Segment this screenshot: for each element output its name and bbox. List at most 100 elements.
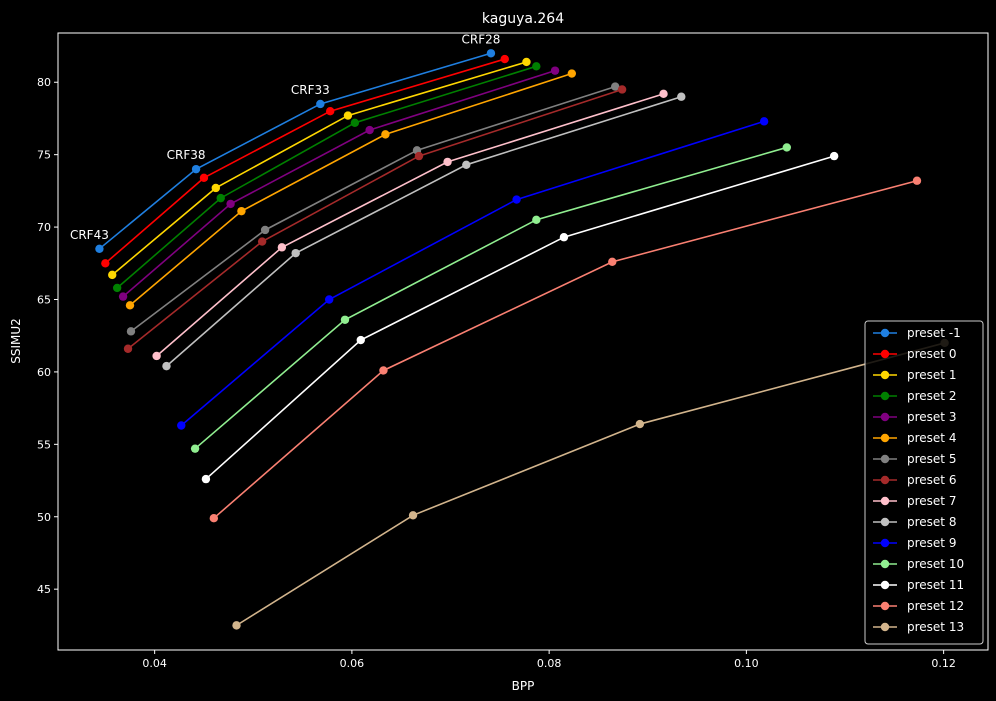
legend-item: preset 11 xyxy=(873,578,964,592)
data-point xyxy=(277,243,287,252)
series-line xyxy=(130,85,616,332)
series-line xyxy=(156,93,664,357)
legend-label: preset 13 xyxy=(907,620,964,634)
legend-marker xyxy=(880,559,890,569)
legend-marker xyxy=(880,433,890,443)
y-tick-label: 45 xyxy=(37,583,51,596)
y-tick-label: 50 xyxy=(37,511,51,524)
legend: preset -1 preset 0 preset 1 preset 2 preset … xyxy=(864,320,984,645)
legend-item: preset 12 xyxy=(873,599,964,613)
legend-marker xyxy=(880,538,890,548)
data-point xyxy=(659,89,668,99)
series-11 xyxy=(190,143,792,453)
series-line xyxy=(127,88,623,350)
data-point xyxy=(381,130,390,139)
legend-item: preset 9 xyxy=(873,536,956,550)
series-line xyxy=(213,179,918,519)
data-point xyxy=(343,111,353,120)
legend-marker xyxy=(880,517,890,527)
series-13 xyxy=(209,176,922,523)
legend-marker xyxy=(880,496,890,506)
crf-annotation: CRF43 xyxy=(70,228,109,242)
data-point xyxy=(95,244,104,254)
axis-layer: 0.04 0.06 0.08 0.10 0.12 45 50 55 60 65 70 75 80 xyxy=(37,76,956,670)
y-tick-label: 55 xyxy=(37,438,51,451)
data-point xyxy=(782,143,792,152)
data-point xyxy=(199,173,209,183)
legend-label: preset 2 xyxy=(907,389,956,403)
data-point xyxy=(325,107,335,116)
legend-label: preset 12 xyxy=(907,599,964,613)
data-point xyxy=(486,49,496,58)
series-12 xyxy=(201,151,839,484)
series-1 xyxy=(101,54,509,268)
data-point xyxy=(162,361,171,371)
series-line xyxy=(205,155,835,480)
data-point xyxy=(226,199,235,209)
x-tick-label: 0.06 xyxy=(340,657,365,670)
legend-item: preset -1 xyxy=(873,326,961,340)
data-point xyxy=(512,195,521,204)
x-axis-label: BPP xyxy=(512,679,535,693)
data-point xyxy=(500,54,509,64)
series-14 xyxy=(232,338,949,630)
data-point xyxy=(237,206,246,216)
data-point xyxy=(340,315,350,324)
legend-item: preset 6 xyxy=(873,473,956,487)
legend-marker xyxy=(880,601,890,611)
legend-item: preset 0 xyxy=(873,347,956,361)
x-tick-label: 0.12 xyxy=(931,657,956,670)
series-line xyxy=(122,69,556,298)
data-point xyxy=(408,511,418,520)
y-tick-label: 65 xyxy=(37,293,51,306)
legend-label: preset 11 xyxy=(907,578,964,592)
data-point xyxy=(379,366,388,375)
data-point xyxy=(232,621,241,630)
legend-item: preset 3 xyxy=(873,410,956,424)
legend-label: preset 8 xyxy=(907,515,956,529)
data-point xyxy=(532,215,541,225)
legend-label: preset 6 xyxy=(907,473,956,487)
legend-marker xyxy=(880,580,890,590)
legend-marker xyxy=(880,475,890,485)
legend-marker xyxy=(880,328,890,338)
series-5 xyxy=(125,69,577,310)
data-point xyxy=(567,69,577,78)
data-point xyxy=(414,151,424,161)
data-point xyxy=(257,237,267,246)
chart-title: kaguya.264 xyxy=(482,11,564,27)
annotation-layer: CRF43 CRF38 CRF33 CRF28 xyxy=(70,32,500,242)
legend-item: preset 8 xyxy=(873,515,956,529)
legend-marker xyxy=(880,370,890,380)
series-4 xyxy=(118,66,560,301)
x-tick-label: 0.10 xyxy=(734,657,759,670)
data-point xyxy=(912,176,922,185)
legend-item: preset 7 xyxy=(873,494,956,508)
data-point xyxy=(325,295,334,304)
legend-item: preset 5 xyxy=(873,452,956,466)
legend-label: preset 3 xyxy=(907,410,956,424)
data-point xyxy=(617,85,627,94)
legend-label: preset 7 xyxy=(907,494,956,508)
series-8 xyxy=(152,89,668,361)
crf-annotation: CRF28 xyxy=(462,32,501,46)
legend-label: preset 10 xyxy=(907,557,964,571)
data-point xyxy=(118,292,128,301)
data-point xyxy=(532,62,541,71)
data-point xyxy=(291,248,300,258)
crf-annotation: CRF33 xyxy=(291,83,330,97)
crf-annotation: CRF38 xyxy=(167,148,206,162)
data-point xyxy=(611,82,620,91)
legend-item: preset 1 xyxy=(873,368,956,382)
series-layer xyxy=(95,49,949,630)
series-2 xyxy=(108,57,531,280)
legend-label: preset 5 xyxy=(907,452,956,466)
data-point xyxy=(260,225,270,235)
series-line xyxy=(180,120,765,427)
legend-label: preset -1 xyxy=(907,326,961,340)
y-tick-label: 75 xyxy=(37,149,51,162)
legend-label: preset 4 xyxy=(907,431,956,445)
series-6 xyxy=(126,82,620,336)
